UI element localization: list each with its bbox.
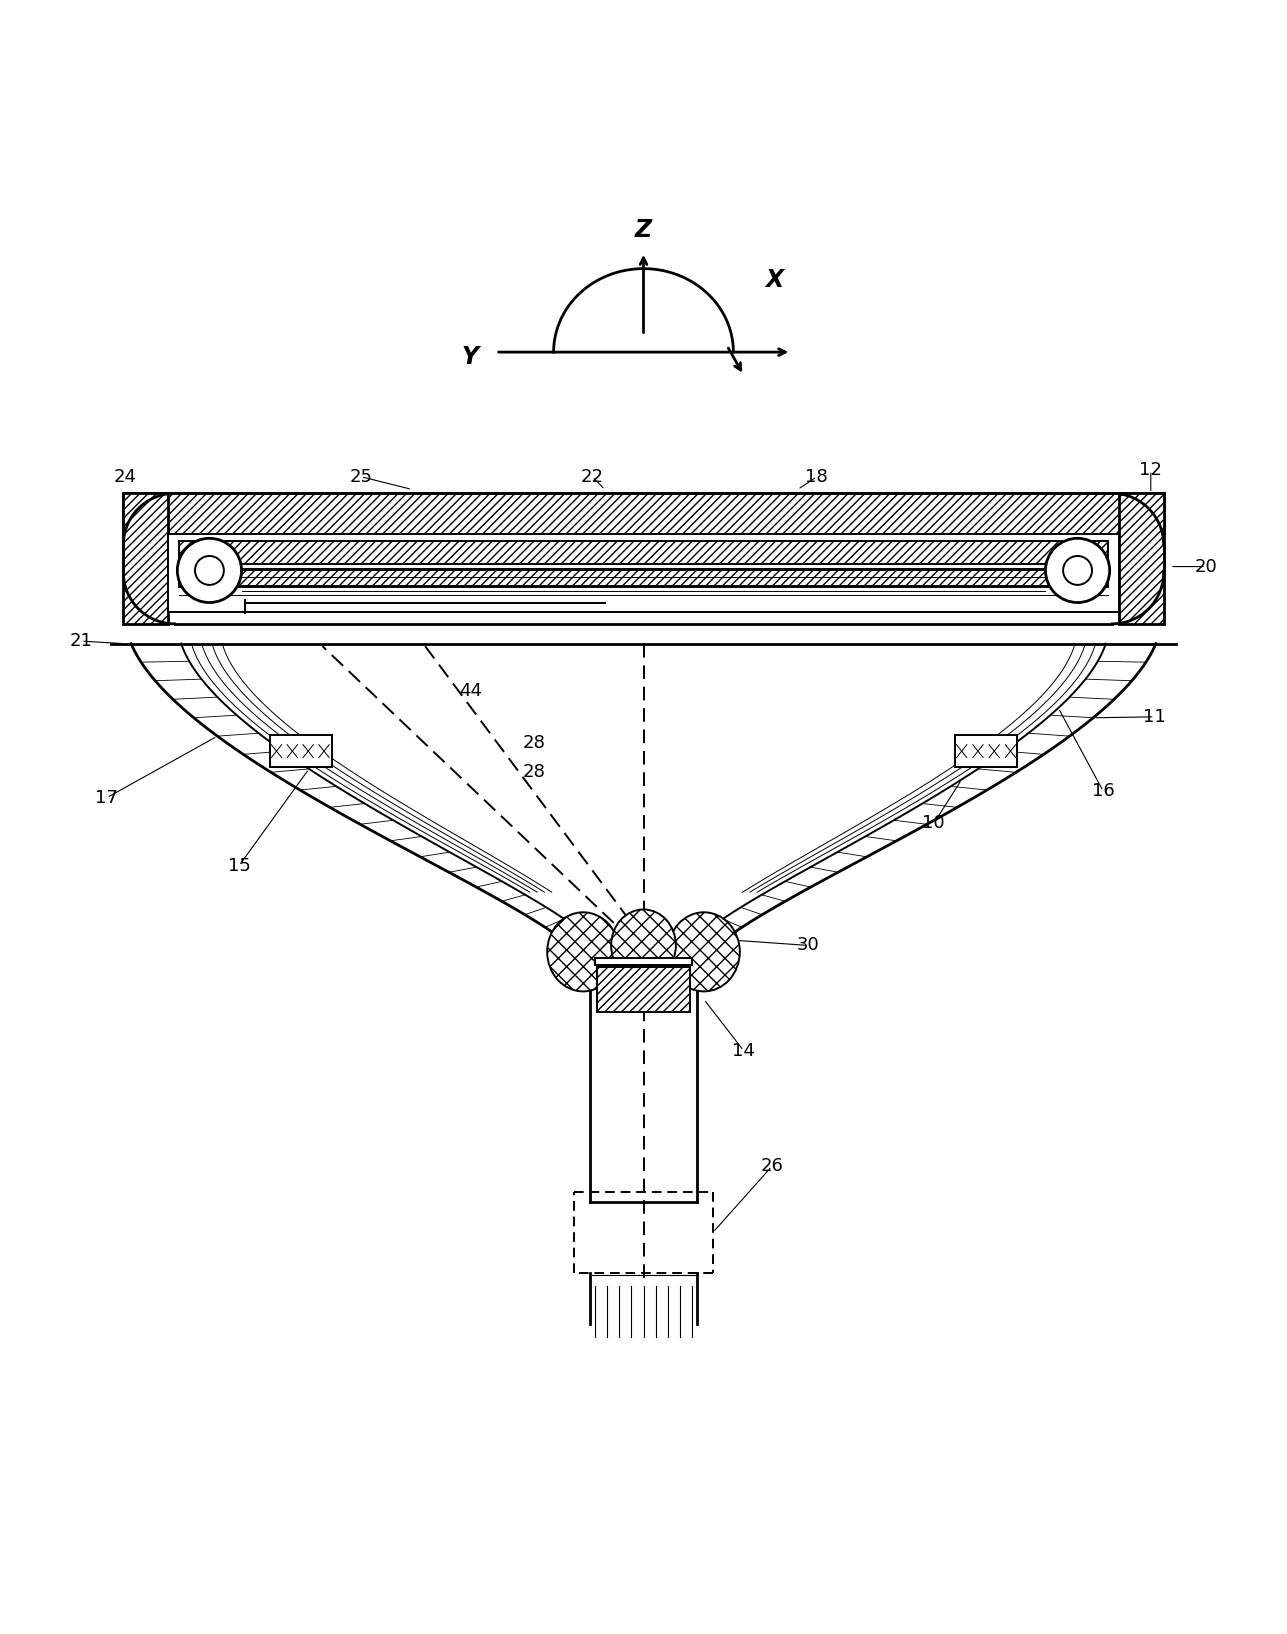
Bar (955, 735, 1017, 768)
Bar (124, 493, 1163, 534)
Bar (595, 958, 692, 964)
Ellipse shape (547, 912, 619, 992)
Bar (597, 967, 690, 1011)
Text: 28: 28 (523, 734, 546, 752)
Ellipse shape (668, 912, 740, 992)
Text: 12: 12 (1139, 461, 1162, 479)
Bar (179, 541, 1108, 564)
Text: 10: 10 (923, 814, 945, 832)
Circle shape (178, 538, 242, 603)
Ellipse shape (611, 910, 676, 982)
Text: 28: 28 (523, 763, 546, 781)
Text: 44: 44 (458, 681, 481, 699)
Text: 14: 14 (732, 1042, 755, 1060)
Text: 25: 25 (350, 467, 372, 485)
Text: 17: 17 (95, 789, 118, 807)
Text: 21: 21 (69, 632, 93, 650)
Text: Y: Y (462, 345, 479, 369)
Text: 22: 22 (580, 467, 604, 485)
Bar (124, 493, 169, 624)
Circle shape (196, 556, 224, 585)
Text: 20: 20 (1194, 557, 1218, 575)
Text: 30: 30 (797, 936, 820, 954)
Bar (179, 569, 1108, 587)
Text: 24: 24 (113, 467, 136, 485)
Text: Z: Z (634, 217, 653, 242)
Text: 11: 11 (1143, 708, 1166, 725)
Text: 26: 26 (761, 1157, 784, 1175)
Text: 15: 15 (228, 856, 251, 874)
Text: 18: 18 (806, 467, 829, 485)
Circle shape (1045, 538, 1109, 603)
Bar (1118, 493, 1163, 624)
Text: 16: 16 (1091, 783, 1115, 801)
Bar (270, 735, 332, 768)
Text: X: X (766, 268, 784, 292)
Circle shape (1063, 556, 1091, 585)
Bar (169, 534, 1118, 611)
